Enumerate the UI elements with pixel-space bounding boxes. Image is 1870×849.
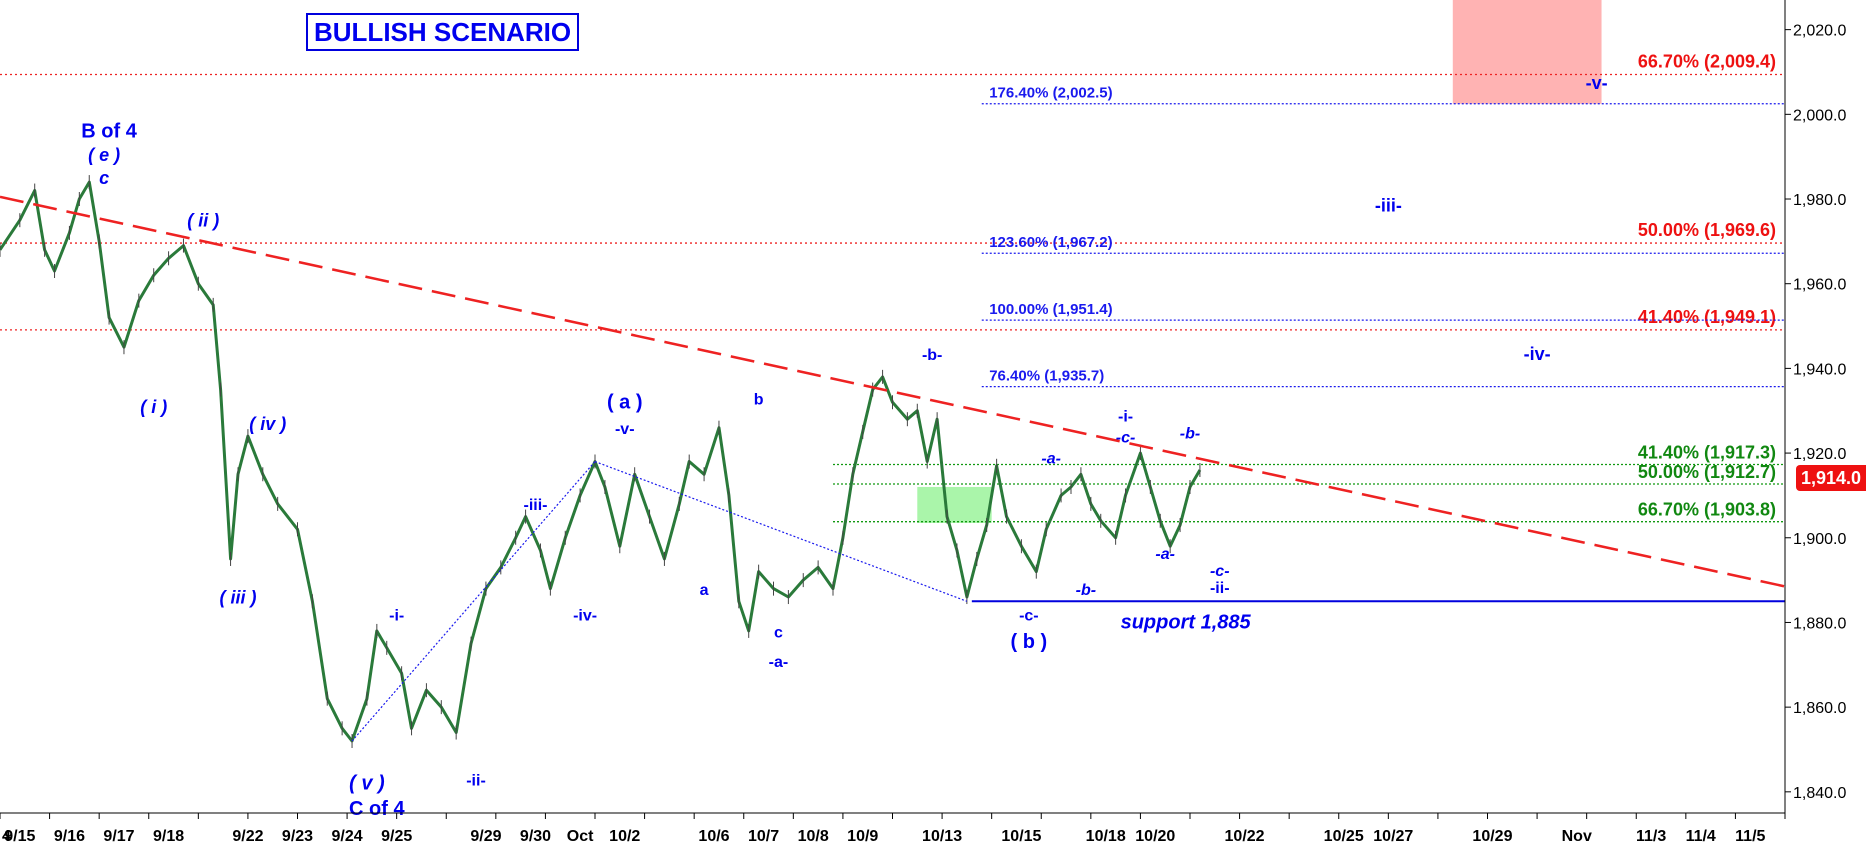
target-zones (917, 0, 1602, 523)
x-tick-label-20: 10/22 (1225, 828, 1265, 845)
wave-label-8: C of 4 (349, 798, 405, 820)
y-tick-label-9: 2,020.0 (1793, 23, 1846, 40)
wave-label-18: -a- (769, 654, 789, 671)
wave-label-30: -iii- (1375, 196, 1402, 216)
x-tick-label-9: 9/30 (520, 828, 551, 845)
wave-label-5: ( iv ) (249, 414, 286, 434)
fib-green-label-2: 66.70% (1,903.8) (1638, 500, 1776, 520)
x-tick-label-edge: 4 (2, 828, 11, 845)
support-line: support 1,885 (971, 600, 1785, 633)
y-tick-label-4: 1,920.0 (1793, 446, 1846, 463)
x-tick-label-10: Oct (567, 828, 594, 845)
y-tick-label-2: 1,880.0 (1793, 615, 1846, 632)
wave-label-23: -b- (1076, 582, 1096, 599)
wave-label-1: ( e ) (88, 145, 120, 165)
wave-label-21: ( b ) (1011, 631, 1048, 653)
x-tick-label-18: 10/18 (1086, 828, 1126, 845)
wave-label-22: -a- (1041, 451, 1061, 468)
wave-label-6: ( iii ) (220, 587, 257, 607)
channel-line-1 (594, 460, 968, 602)
wave-label-9: -i- (389, 607, 404, 624)
x-tick-label-22: 10/27 (1373, 828, 1413, 845)
x-tick-label-3: 9/18 (153, 828, 184, 845)
wave-label-16: a (700, 582, 709, 599)
y-tick-label-3: 1,900.0 (1793, 531, 1846, 548)
wave-label-27: -b- (1180, 425, 1200, 442)
price-line (0, 180, 1202, 743)
wave-label-28: -c- (1210, 563, 1230, 580)
channel-line-0 (351, 461, 596, 742)
fibonacci-levels: 66.70% (2,009.4) 50.00% (1,969.6) 41.40% (… (0, 52, 1785, 523)
x-tick-label-1: 9/16 (54, 828, 85, 845)
x-tick-label-4: 9/22 (232, 828, 263, 845)
y-tick-label-8: 2,000.0 (1793, 107, 1846, 124)
wave-label-31: -iv- (1524, 344, 1551, 364)
wave-label-11: -iii- (524, 497, 548, 514)
wave-label-15: b (754, 391, 764, 408)
y-tick-label-1: 1,860.0 (1793, 700, 1846, 717)
y-tick-label-6: 1,960.0 (1793, 277, 1846, 294)
fib-red-label-0: 66.70% (2,009.4) (1638, 52, 1776, 72)
chart-title: BULLISH SCENARIO (306, 13, 580, 51)
x-tick-label-19: 10/20 (1135, 828, 1175, 845)
wave-label-13: ( a ) (607, 392, 643, 414)
x-tick-label-11: 10/2 (609, 828, 640, 845)
wave-label-20: -c- (1019, 607, 1039, 624)
wave-label-3: ( ii ) (187, 211, 219, 231)
wave-label-26: -a- (1155, 546, 1175, 563)
resistance-trendline (0, 195, 1786, 588)
fib-green-label-0: 41.40% (1,917.3) (1638, 443, 1776, 463)
x-tick-label-17: 10/15 (1001, 828, 1041, 845)
x-tick-label-23: 10/29 (1472, 828, 1512, 845)
x-tick-label-5: 9/23 (282, 828, 313, 845)
support-label: support 1,885 (1121, 611, 1252, 633)
fib-blue-label-0: 176.40% (2,002.5) (989, 85, 1112, 102)
x-tick-label-15: 10/9 (847, 828, 878, 845)
x-tick-label-25: 11/3 (1636, 828, 1666, 845)
wave-labels: B of 4( e ) c ( ii ) ( i ) ( iv ) ( iii ) ( v … (81, 73, 1607, 820)
wave-label-0: B of 4 (81, 121, 137, 143)
x-tick-label-27: 11/5 (1735, 828, 1765, 845)
wave-label-4: ( i ) (140, 397, 167, 417)
x-tick-label-0: 9/15 (4, 828, 35, 845)
x-tick-label-6: 9/24 (332, 828, 363, 845)
wave-label-17: c (774, 624, 783, 641)
x-tick-label-21: 10/25 (1324, 828, 1364, 845)
fib-blue-label-1: 123.60% (1,967.2) (989, 234, 1112, 251)
x-tick-label-12: 10/6 (698, 828, 729, 845)
wave-label-7: ( v ) (349, 773, 385, 795)
wave-label-24: -i- (1118, 408, 1133, 425)
x-tick-label-13: 10/7 (748, 828, 779, 845)
wave-label-14: -v- (615, 421, 635, 438)
x-tick-label-26: 11/4 (1686, 828, 1716, 845)
last-price-badge: 1,914.0 (1796, 465, 1866, 491)
y-tick-label-5: 1,940.0 (1793, 361, 1846, 378)
trendlines (0, 195, 1786, 742)
x-tick-label-24: Nov (1562, 828, 1592, 845)
x-tick-label-14: 10/8 (798, 828, 829, 845)
wave-label-19: -b- (922, 347, 942, 364)
wave-label-25: -c- (1116, 429, 1136, 446)
target-zone-0 (1452, 0, 1602, 104)
y-tick-label-0: 1,840.0 (1793, 785, 1846, 802)
x-tick-label-8: 9/29 (470, 828, 501, 845)
target-zone-1 (917, 486, 992, 523)
wave-label-29: -ii- (1210, 580, 1230, 597)
wave-label-32: -v- (1586, 73, 1608, 93)
wave-label-12: -iv- (573, 607, 597, 624)
price-series (0, 175, 1202, 749)
x-tick-label-2: 9/17 (103, 828, 134, 845)
fib-red-label-2: 41.40% (1,949.1) (1638, 307, 1776, 327)
wave-label-10: -ii- (466, 772, 486, 789)
fib-blue-label-3: 76.40% (1,935.7) (989, 368, 1104, 385)
fib-red-label-1: 50.00% (1,969.6) (1638, 220, 1776, 240)
x-tick-label-7: 9/25 (381, 828, 412, 845)
x-tick-label-16: 10/13 (922, 828, 962, 845)
y-tick-label-7: 1,980.0 (1793, 192, 1846, 209)
wave-label-2: c (99, 168, 109, 188)
fib-green-label-1: 50.00% (1,912.7) (1638, 462, 1776, 482)
fib-blue-label-2: 100.00% (1,951.4) (989, 301, 1112, 318)
